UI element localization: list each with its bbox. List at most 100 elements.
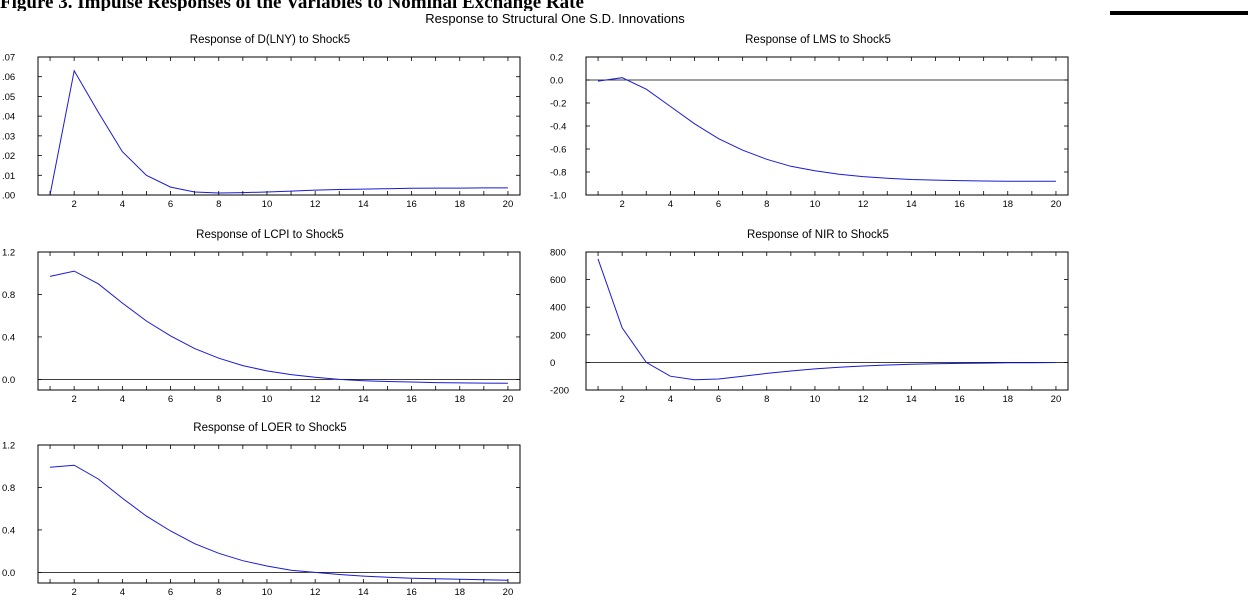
y-tick-label: .04: [2, 112, 15, 123]
x-tick-label: 2: [72, 199, 77, 210]
plot-frame: [38, 445, 520, 583]
y-tick-label: 200: [550, 330, 566, 341]
y-tick-label: 0.4: [2, 332, 15, 343]
x-tick-label: 12: [310, 199, 321, 210]
y-tick-label: .01: [2, 171, 15, 182]
plot-frame: [586, 57, 1068, 195]
x-tick-label: 14: [358, 199, 369, 210]
panel-lms: Response of LMS to Shock5 -1.0 -0.8 -0.6 -0…: [548, 33, 1088, 223]
x-tick-label: 4: [120, 394, 125, 405]
y-tick-label: 0.8: [2, 483, 15, 494]
chart-nir: -200 0 200 400 600 800 2 4 6 8 10 12 14 16 18 20: [548, 242, 1088, 422]
y-tick-label: 0.8: [2, 290, 15, 301]
panel-title: Response of NIR to Shock5: [548, 228, 1088, 242]
y-tick-label: 600: [550, 275, 566, 286]
x-tick-label: 20: [503, 394, 514, 405]
x-tick-label: 10: [262, 199, 273, 210]
x-tick-label: 20: [503, 587, 514, 598]
x-tick-label: 2: [620, 394, 625, 405]
x-tick-label: 20: [1051, 199, 1062, 210]
x-tick-label: 16: [406, 394, 417, 405]
x-tick-label: 2: [72, 587, 77, 598]
main-title: Response to Structural One S.D. Innovati…: [0, 11, 1110, 27]
y-tick-label: 0.0: [2, 568, 15, 579]
x-tick-label: 8: [764, 394, 769, 405]
x-tick-label: 18: [1002, 199, 1013, 210]
x-tick-label: 18: [454, 394, 465, 405]
x-tick-label: 2: [620, 199, 625, 210]
x-tick-label: 10: [262, 394, 273, 405]
y-tick-label: -0.4: [550, 122, 566, 133]
panel-title: Response of LOER to Shock5: [0, 421, 540, 435]
panel-title: Response of LMS to Shock5: [548, 33, 1088, 47]
x-tick-label: 4: [120, 199, 125, 210]
y-tick-label: 0.2: [550, 53, 563, 64]
x-tick-label: 16: [406, 587, 417, 598]
x-tick-label: 6: [716, 199, 721, 210]
x-tick-label: 8: [764, 199, 769, 210]
y-tick-label: 400: [550, 303, 566, 314]
series-line: [598, 259, 1056, 380]
y-tick-label: -0.8: [550, 168, 566, 179]
series-line: [50, 71, 508, 195]
x-tick-label: 18: [1002, 394, 1013, 405]
panel-loer: Response of LOER to Shock5 0.0 0.4 0.8 1.2 2…: [0, 421, 540, 611]
x-tick-label: 10: [810, 199, 821, 210]
y-tick-label: .07: [2, 53, 15, 64]
x-tick-label: 20: [503, 199, 514, 210]
x-tick-label: 6: [168, 199, 173, 210]
x-tick-label: 18: [454, 199, 465, 210]
plot-frame: [38, 57, 520, 195]
x-tick-label: 14: [358, 587, 369, 598]
x-tick-label: 14: [906, 199, 917, 210]
x-tick-label: 6: [168, 394, 173, 405]
series-line: [50, 271, 508, 383]
x-tick-label: 14: [358, 394, 369, 405]
x-tick-label: 2: [72, 394, 77, 405]
x-tick-label: 6: [716, 394, 721, 405]
panel-title: Response of LCPI to Shock5: [0, 228, 540, 242]
x-tick-label: 14: [906, 394, 917, 405]
y-tick-label: .05: [2, 92, 15, 103]
x-tick-label: 20: [1051, 394, 1062, 405]
y-tick-label: 0.0: [2, 375, 15, 386]
panel-title: Response of D(LNY) to Shock5: [0, 33, 540, 47]
x-tick-label: 16: [954, 394, 965, 405]
y-tick-label: 0.4: [2, 525, 15, 536]
x-tick-label: 8: [216, 394, 221, 405]
chart-lcpi: 0.0 0.4 0.8 1.2 2 4 6 8 10 12 14 16 18 20: [0, 242, 540, 422]
y-tick-label: -0.6: [550, 145, 566, 156]
panel-d-lny: Response of D(LNY) to Shock5 .00.01.02.0…: [0, 33, 540, 223]
x-tick-label: 10: [262, 587, 273, 598]
x-tick-label: 4: [668, 394, 673, 405]
x-tick-label: 18: [454, 587, 465, 598]
y-tick-label: -200: [550, 386, 569, 397]
x-tick-label: 16: [406, 199, 417, 210]
x-tick-label: 12: [310, 587, 321, 598]
y-tick-label: .06: [2, 72, 15, 83]
x-tick-label: 12: [310, 394, 321, 405]
x-tick-label: 4: [120, 587, 125, 598]
chart-loer: 0.0 0.4 0.8 1.2 2 4 6 8 10 12 14 16 18 20: [0, 435, 540, 615]
y-tick-label: 1.2: [2, 248, 15, 259]
series-line: [50, 465, 508, 580]
x-tick-label: 12: [858, 394, 869, 405]
y-tick-label: 0: [550, 358, 555, 369]
y-tick-label: -0.2: [550, 99, 566, 110]
y-tick-label: 0.0: [550, 76, 563, 87]
panel-lcpi: Response of LCPI to Shock5 0.0 0.4 0.8 1.2 2…: [0, 228, 540, 418]
y-tick-label: .00: [2, 191, 15, 202]
y-tick-label: 800: [550, 248, 566, 259]
plot-frame: [38, 252, 520, 390]
y-tick-label: -1.0: [550, 191, 566, 202]
x-tick-label: 8: [216, 199, 221, 210]
x-tick-label: 10: [810, 394, 821, 405]
x-tick-label: 8: [216, 587, 221, 598]
series-line: [598, 78, 1056, 182]
x-tick-label: 16: [954, 199, 965, 210]
x-tick-label: 6: [168, 587, 173, 598]
y-tick-label: 1.2: [2, 441, 15, 452]
y-tick-label: .03: [2, 131, 15, 142]
